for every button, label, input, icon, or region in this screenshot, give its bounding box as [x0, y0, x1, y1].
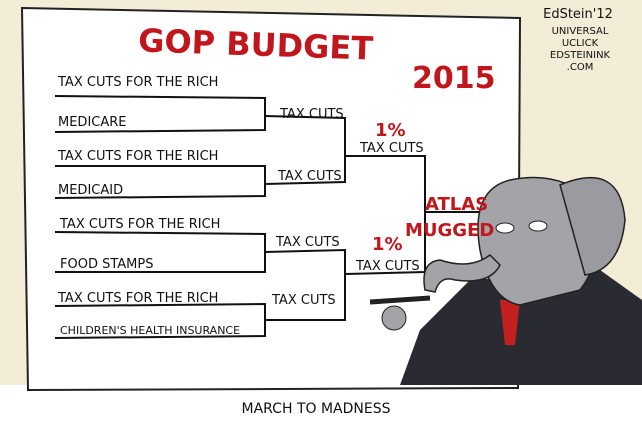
elephant: [369, 176, 642, 385]
entry: TAX CUTS: [359, 141, 424, 156]
entry: CHILDREN'S HEALTH INSURANCE: [60, 324, 240, 337]
board: [20, 6, 522, 392]
caption-band: [0, 385, 642, 425]
round1: TAX CUTS FOR THE RICH MEDICARE TAX CUTS …: [57, 75, 240, 337]
credit-line: EDSTEININK: [550, 50, 611, 61]
caption: MARCH TO MADNESS: [242, 401, 391, 417]
round2: TAX CUTS TAX CUTS TAX CUTS TAX CUTS: [271, 107, 344, 308]
credit-line: .COM: [567, 62, 594, 73]
entry: TAX CUTS FOR THE RICH: [57, 75, 218, 90]
round3: 1% TAX CUTS 1% TAX CUTS: [355, 120, 424, 274]
entry: TAX CUTS FOR THE RICH: [57, 149, 218, 164]
year: 2015: [412, 61, 496, 96]
entry: TAX CUTS FOR THE RICH: [59, 217, 220, 232]
credit: EdStein'12 UNIVERSAL UCLICK EDSTEININK .…: [543, 7, 613, 73]
credit-line: UCLICK: [562, 38, 599, 49]
winner: ATLAS MUGGED: [405, 194, 494, 241]
entry: TAX CUTS FOR THE RICH: [57, 291, 218, 306]
winner-line: MUGGED: [405, 220, 494, 241]
entry: MEDICARE: [58, 115, 127, 130]
entry: TAX CUTS: [355, 259, 420, 274]
note: 1%: [375, 120, 406, 141]
entry: TAX CUTS: [271, 293, 336, 308]
signature: EdStein'12: [543, 7, 613, 22]
winner-line: ATLAS: [425, 194, 488, 215]
entry: TAX CUTS: [279, 107, 344, 122]
entry: FOOD STAMPS: [60, 257, 153, 272]
entry: TAX CUTS: [275, 235, 340, 250]
note: 1%: [372, 234, 403, 255]
entry: TAX CUTS: [277, 169, 342, 184]
title: GOP BUDGET: [138, 21, 374, 67]
credit-line: UNIVERSAL: [552, 26, 609, 37]
bracket-lines: [54, 95, 500, 339]
entry: MEDICAID: [58, 183, 123, 198]
